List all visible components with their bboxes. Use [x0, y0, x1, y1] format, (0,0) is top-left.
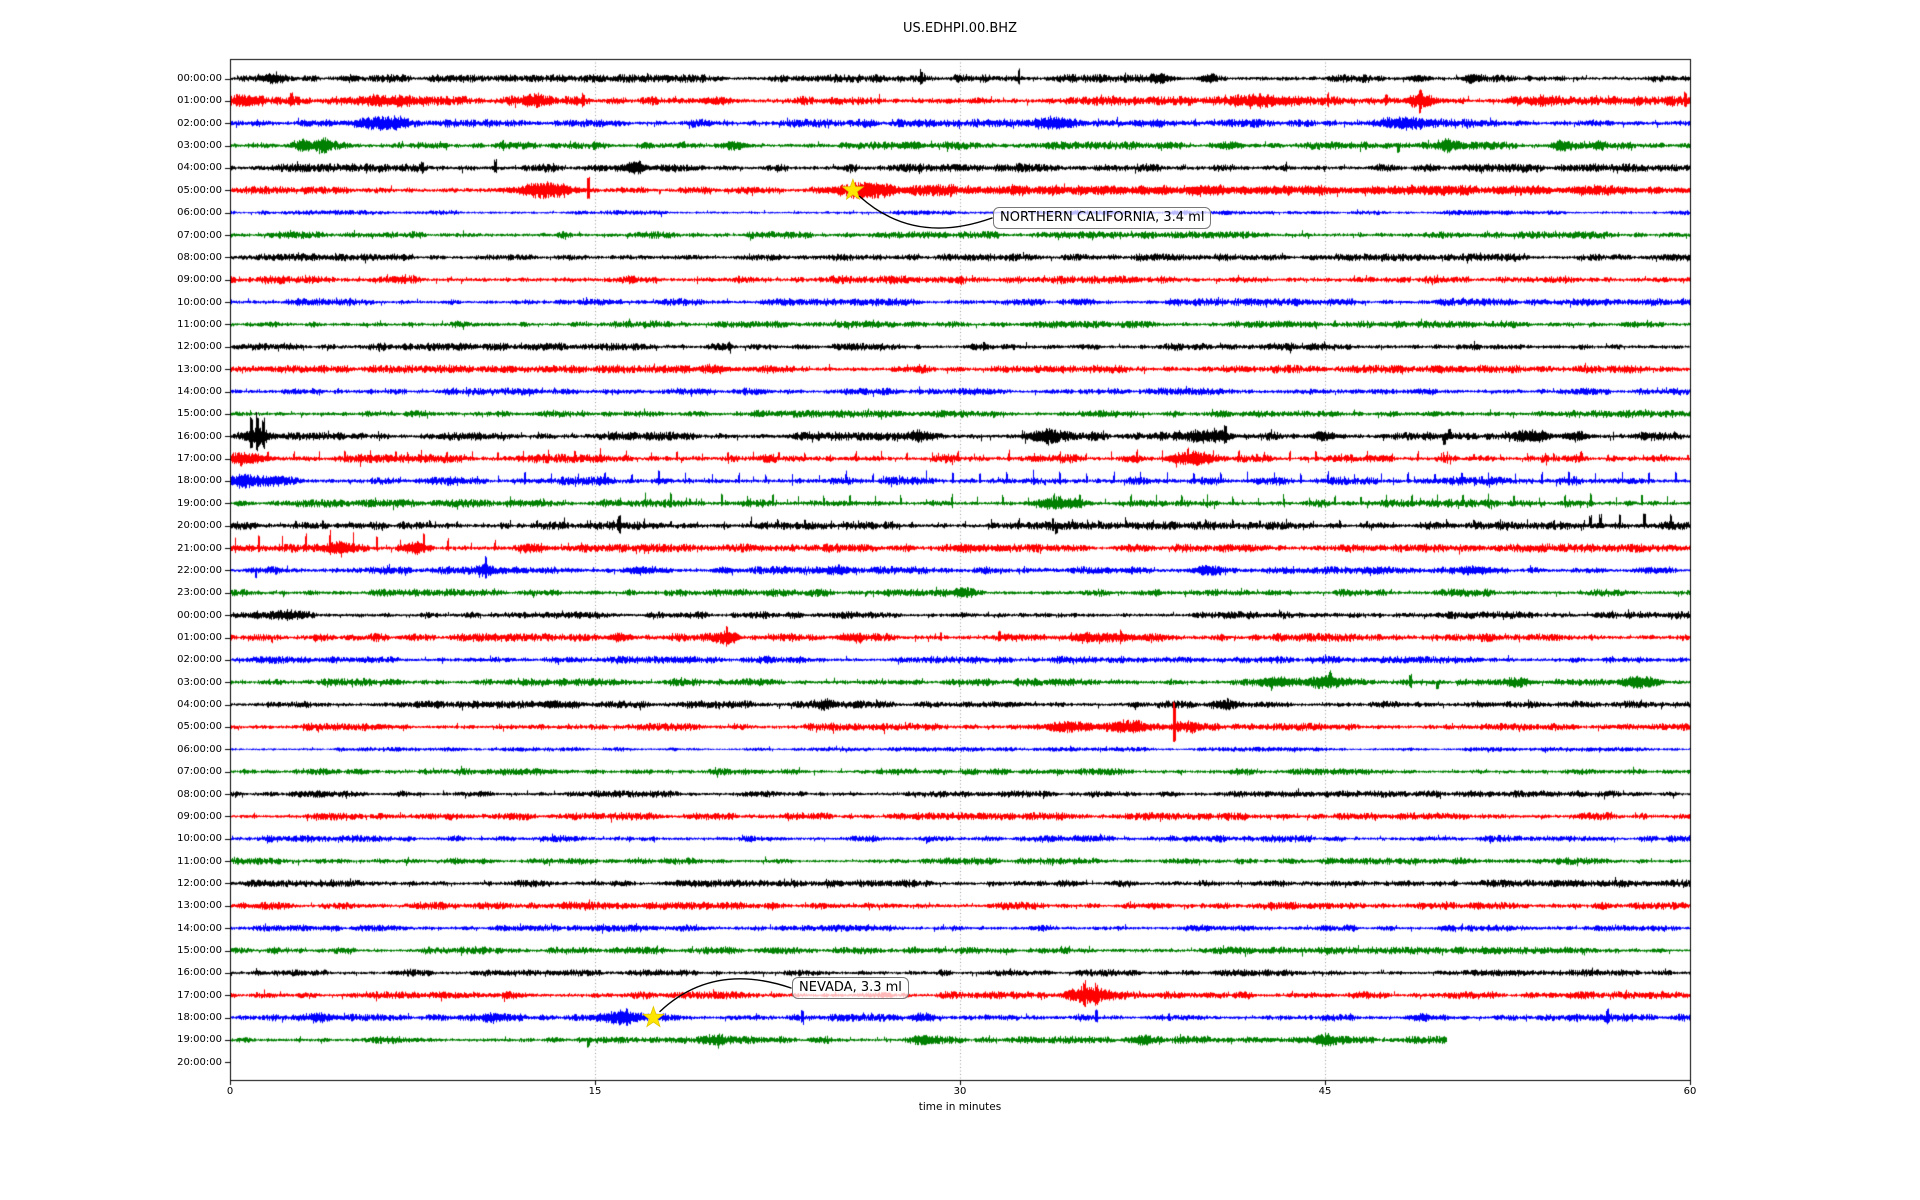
- y-axis-label: 07:00:00: [177, 766, 222, 778]
- event-annotation-northern-california: NORTHERN CALIFORNIA, 3.4 ml: [993, 207, 1212, 229]
- x-axis-tick-label: 15: [588, 1086, 602, 1097]
- event-annotation-text: NEVADA, 3.3 ml: [799, 980, 902, 995]
- y-axis-label: 06:00:00: [177, 743, 222, 755]
- x-axis-tick-label: 45: [1318, 1086, 1332, 1097]
- y-axis-label: 20:00:00: [177, 520, 222, 532]
- y-axis-label: 13:00:00: [177, 363, 222, 375]
- y-axis-label: 22:00:00: [177, 564, 222, 576]
- annotation-arrow: [858, 195, 993, 229]
- y-axis-label: 01:00:00: [177, 95, 222, 107]
- chart-title: US.EDHPI.00.BHZ: [903, 21, 1017, 36]
- y-axis-label: 09:00:00: [177, 810, 222, 822]
- y-axis-label: 17:00:00: [177, 453, 222, 465]
- y-axis-label: 11:00:00: [177, 318, 222, 330]
- x-axis-tick-label: 30: [953, 1086, 967, 1097]
- x-axis-title: time in minutes: [918, 1101, 1002, 1113]
- y-axis-label: 14:00:00: [177, 386, 222, 398]
- x-axis-tick-label: 0: [226, 1086, 234, 1097]
- y-axis-label: 19:00:00: [177, 497, 222, 509]
- y-axis-label: 10:00:00: [177, 296, 222, 308]
- y-axis-label: 04:00:00: [177, 162, 222, 174]
- y-axis-label: 06:00:00: [177, 207, 222, 219]
- y-axis-label: 21:00:00: [177, 542, 222, 554]
- event-star-marker: [641, 1005, 666, 1028]
- y-axis-label: 18:00:00: [177, 1012, 222, 1024]
- y-axis-label: 03:00:00: [177, 140, 222, 152]
- event-annotation-nevada: NEVADA, 3.3 ml: [792, 977, 909, 999]
- y-axis-label: 02:00:00: [177, 654, 222, 666]
- annotation-arrow: [659, 978, 792, 1013]
- y-axis-label: 16:00:00: [177, 967, 222, 979]
- y-axis-label: 19:00:00: [177, 1034, 222, 1046]
- y-axis-label: 15:00:00: [177, 408, 222, 420]
- y-axis-label: 10:00:00: [177, 833, 222, 845]
- x-axis-tick-label: 60: [1683, 1086, 1697, 1097]
- y-axis-label: 02:00:00: [177, 117, 222, 129]
- y-axis-label: 13:00:00: [177, 900, 222, 912]
- event-annotation-text: NORTHERN CALIFORNIA, 3.4 ml: [1000, 210, 1205, 225]
- y-axis-label: 14:00:00: [177, 922, 222, 934]
- y-axis-label: 20:00:00: [177, 1056, 222, 1068]
- y-axis-label: 17:00:00: [177, 989, 222, 1001]
- y-axis-label: 00:00:00: [177, 609, 222, 621]
- y-axis-label: 08:00:00: [177, 788, 222, 800]
- y-axis-label: 23:00:00: [177, 587, 222, 599]
- y-axis-label: 18:00:00: [177, 475, 222, 487]
- y-axis-label: 00:00:00: [177, 73, 222, 84]
- y-axis-label: 01:00:00: [177, 632, 222, 643]
- y-axis-label: 05:00:00: [177, 184, 222, 196]
- y-axis-label: 09:00:00: [177, 274, 222, 286]
- y-axis-label: 12:00:00: [177, 341, 222, 353]
- y-axis-label: 16:00:00: [177, 430, 222, 442]
- y-axis-label: 05:00:00: [177, 721, 222, 733]
- y-axis-label: 12:00:00: [177, 877, 222, 889]
- y-axis-label: 08:00:00: [177, 251, 222, 263]
- y-axis-label: 15:00:00: [177, 945, 222, 957]
- event-star-marker: [841, 178, 865, 201]
- y-axis-label: 07:00:00: [177, 229, 222, 241]
- y-axis-label: 03:00:00: [177, 676, 222, 688]
- y-axis-label: 11:00:00: [177, 855, 222, 867]
- y-axis-label: 04:00:00: [177, 699, 222, 711]
